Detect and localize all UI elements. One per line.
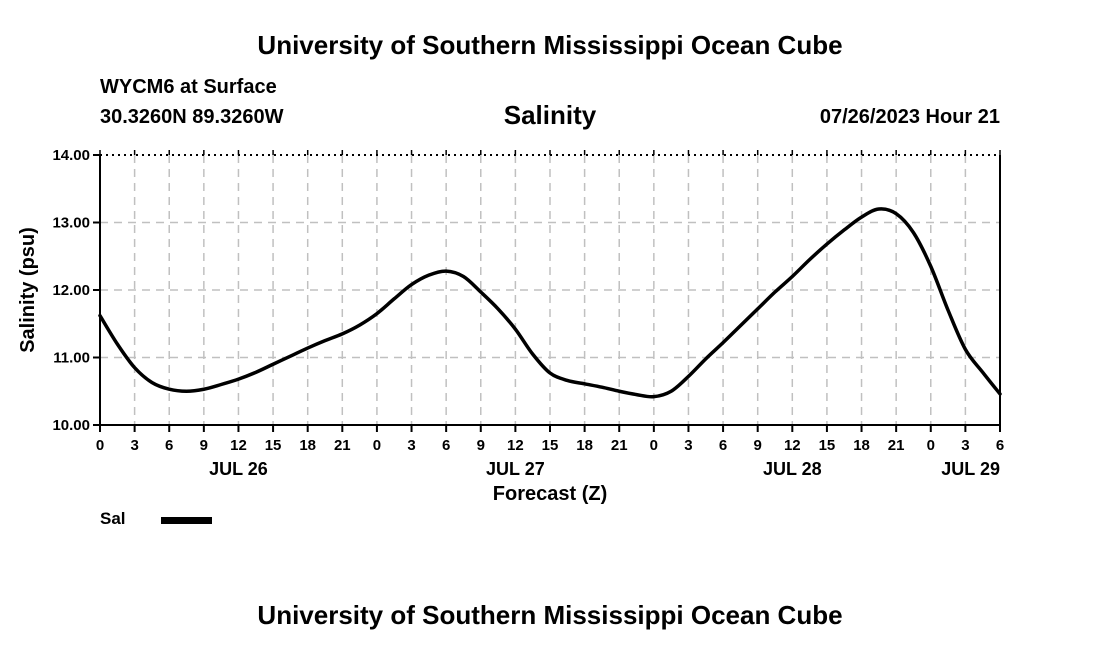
x-tick-label: 6 — [165, 437, 173, 454]
chart-title: Salinity — [503, 100, 597, 130]
x-tick-label: 12 — [784, 437, 801, 454]
station-coordinates: 30.3260N 89.3260W — [100, 106, 284, 128]
series — [98, 207, 1002, 399]
legend-label: Sal — [100, 509, 126, 528]
x-tick-label: 9 — [754, 437, 762, 454]
y-tick-label: 12.00 — [52, 282, 90, 299]
x-tick-label: 0 — [927, 437, 935, 454]
date-label: JUL 28 — [763, 459, 822, 479]
y-tick-label: 14.00 — [52, 147, 90, 164]
y-axis-label: Salinity (psu) — [17, 227, 39, 353]
footer-title: University of Southern Mississippi Ocean… — [257, 600, 843, 630]
x-axis-label: Forecast (Z) — [493, 483, 607, 505]
x-tick-label: 0 — [650, 437, 658, 454]
x-tick-label: 15 — [542, 437, 559, 454]
legend-swatch — [161, 517, 212, 524]
station-name: WYCM6 at Surface — [100, 76, 277, 98]
forecast-datetime: 07/26/2023 Hour 21 — [819, 106, 1000, 128]
date-label: JUL 26 — [209, 459, 268, 479]
date-label: JUL 29 — [941, 459, 1000, 479]
x-tick-label: 21 — [334, 437, 351, 454]
x-tick-label: 15 — [265, 437, 282, 454]
grid — [100, 155, 1000, 425]
y-tick-label: 10.00 — [52, 417, 90, 434]
page-title: University of Southern Mississippi Ocean… — [257, 30, 843, 60]
x-tick-label: 6 — [719, 437, 727, 454]
series-line-sal — [98, 207, 1002, 399]
x-tick-label: 18 — [853, 437, 870, 454]
x-tick-label: 9 — [477, 437, 485, 454]
x-tick-label: 3 — [407, 437, 415, 454]
x-tick-label: 18 — [576, 437, 593, 454]
date-label: JUL 27 — [486, 459, 545, 479]
x-tick-label: 6 — [996, 437, 1004, 454]
x-tick-label: 12 — [507, 437, 524, 454]
x-tick-label: 3 — [130, 437, 138, 454]
x-tick-label: 9 — [200, 437, 208, 454]
x-tick-label: 18 — [299, 437, 316, 454]
y-tick-label: 11.00 — [53, 350, 90, 367]
x-tick-label: 3 — [684, 437, 692, 454]
tick-labels: 0 3 6 9 12 15 18 21 0 3 6 9 12 15 18 21 0 3 6 9 12 15 18 21 0 3 6 1… — [52, 147, 1004, 479]
x-tick-label: 15 — [819, 437, 836, 454]
x-tick-label: 0 — [373, 437, 381, 454]
axes — [93, 150, 1001, 432]
x-tick-label: 0 — [96, 437, 104, 454]
x-tick-label: 6 — [442, 437, 450, 454]
x-tick-label: 12 — [230, 437, 247, 454]
y-tick-label: 13.00 — [52, 215, 90, 232]
x-tick-label: 21 — [888, 437, 905, 454]
x-tick-label: 3 — [961, 437, 969, 454]
x-tick-label: 21 — [611, 437, 628, 454]
